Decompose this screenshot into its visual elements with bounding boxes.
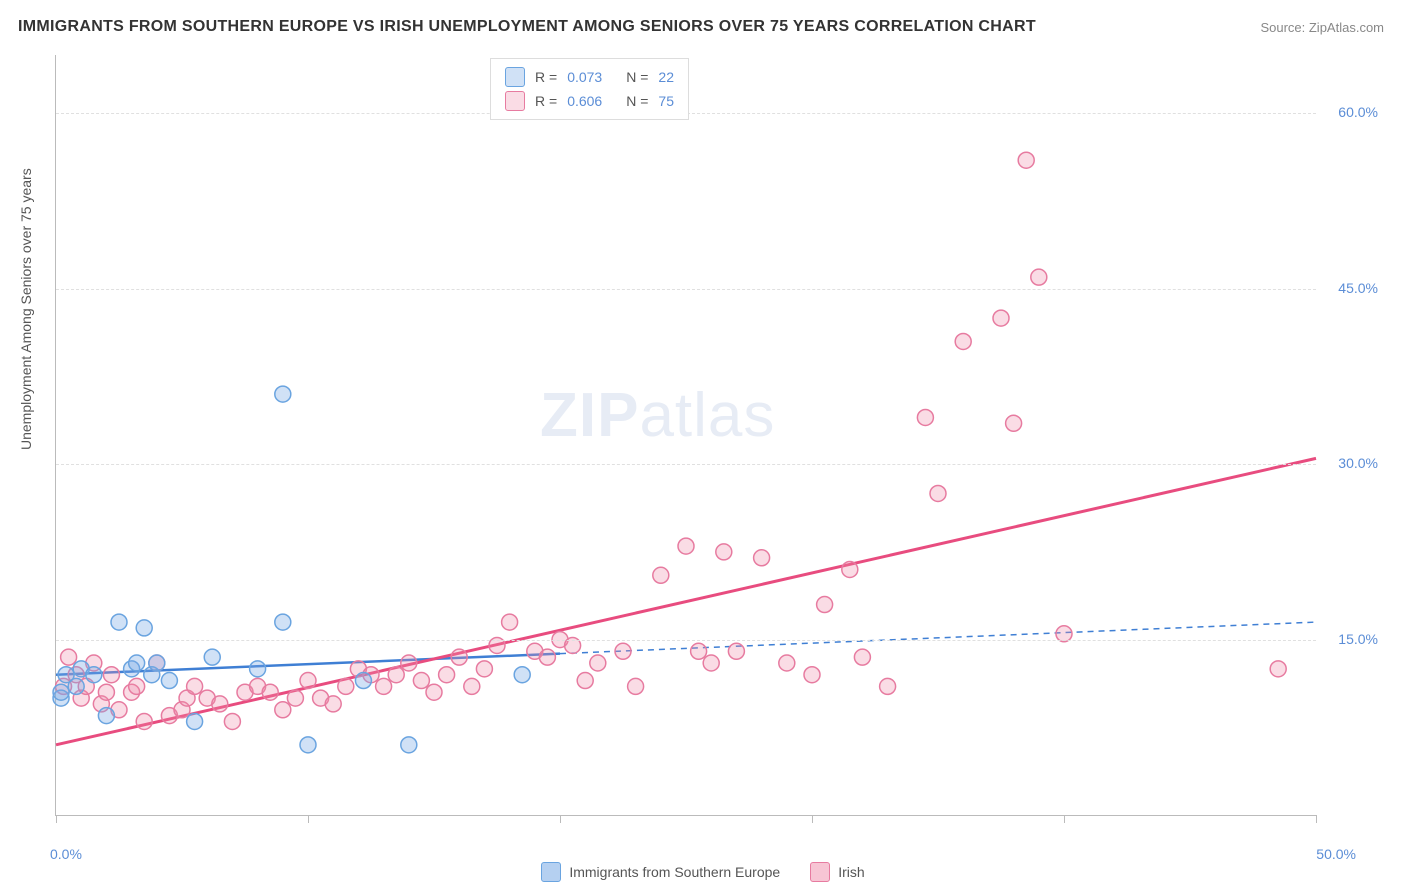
legend-item: Immigrants from Southern Europe [541,862,780,882]
n-label: N = [626,93,648,109]
scatter-plot-svg [56,55,1316,815]
x-tick [308,815,309,823]
correlation-legend: R = 0.073 N = 22 R = 0.606 N = 75 [490,58,689,120]
x-tick [1064,815,1065,823]
r-value: 0.606 [567,93,602,109]
y-tick-label: 60.0% [1338,104,1378,120]
legend-stat-row: R = 0.073 N = 22 [505,65,674,89]
gridline [56,464,1316,465]
x-tick [812,815,813,823]
chart-plot-area [55,55,1316,816]
legend-item: Irish [810,862,864,882]
legend-swatch [505,67,525,87]
y-axis-label: Unemployment Among Seniors over 75 years [18,168,34,450]
r-label: R = [535,93,557,109]
x-tick [560,815,561,823]
n-value: 22 [658,69,674,85]
legend-swatch [541,862,561,882]
x-tick-0: 0.0% [50,846,82,862]
legend-label: Irish [838,864,864,880]
y-tick-label: 15.0% [1338,631,1378,647]
chart-title: IMMIGRANTS FROM SOUTHERN EUROPE VS IRISH… [18,18,1036,36]
series-legend: Immigrants from Southern Europe Irish [0,862,1406,882]
x-tick-50: 50.0% [1316,846,1356,862]
r-value: 0.073 [567,69,602,85]
n-value: 75 [658,93,674,109]
y-tick-label: 45.0% [1338,280,1378,296]
legend-swatch [505,91,525,111]
legend-label: Immigrants from Southern Europe [569,864,780,880]
y-tick-label: 30.0% [1338,455,1378,471]
gridline [56,289,1316,290]
x-tick [1316,815,1317,823]
r-label: R = [535,69,557,85]
gridline [56,640,1316,641]
n-label: N = [626,69,648,85]
x-tick [56,815,57,823]
legend-stat-row: R = 0.606 N = 75 [505,89,674,113]
source-attribution: Source: ZipAtlas.com [1260,20,1384,35]
legend-swatch [810,862,830,882]
